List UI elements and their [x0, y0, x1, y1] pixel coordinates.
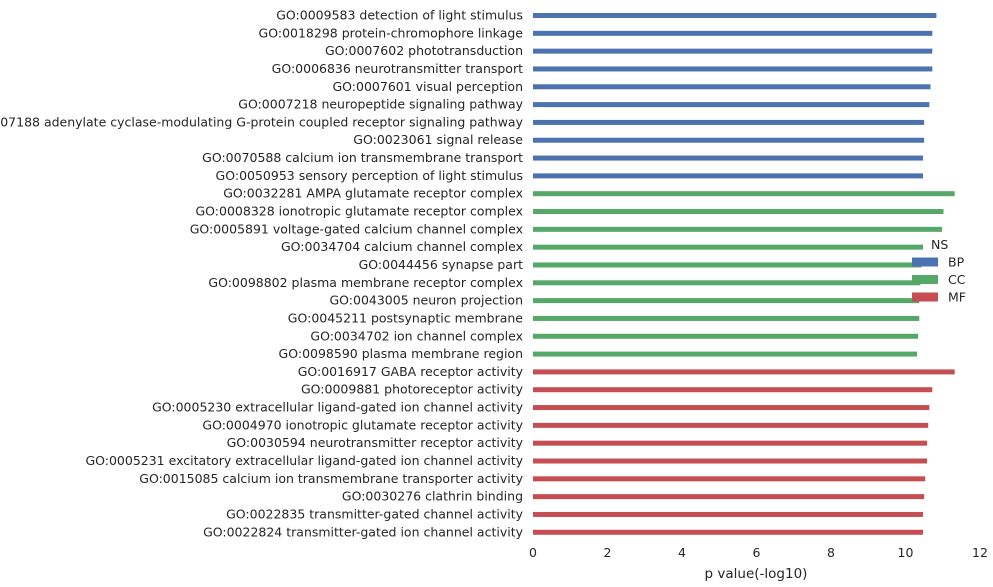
category-label: GO:0034702 ion channel complex: [310, 328, 523, 343]
bar-mf: [533, 529, 924, 535]
bar-bp: [533, 102, 930, 108]
category-labels: GO:0009583 detection of light stimulus GO…: [0, 8, 524, 540]
bar-cc: [533, 351, 918, 357]
category-label: GO:0022835 transmitter-gated channel act…: [226, 506, 523, 521]
legend-label-cc: CC: [948, 272, 966, 287]
bar-mf: [533, 511, 924, 517]
category-label: GO:0005891 voltage-gated calcium channel…: [190, 221, 523, 236]
bar-cc: [533, 315, 920, 321]
bar-bp: [533, 84, 931, 90]
bar-cc: [533, 244, 924, 250]
category-label: GO:0009881 photoreceptor activity: [301, 382, 524, 397]
legend-swatch-bp: [912, 257, 938, 267]
legend-label-bp: BP: [948, 255, 965, 270]
legend: NS BP CC MF: [912, 237, 966, 305]
bar-bp: [533, 155, 924, 161]
category-label: GO:0006836 neurotransmitter transport: [272, 61, 523, 76]
category-label: GO:0005231 excitatory extracellular liga…: [85, 453, 523, 468]
category-label: GO:0070588 calcium ion transmembrane tra…: [202, 150, 523, 165]
bar-mf: [533, 476, 926, 482]
category-label: GO:0015085 calcium ion transmembrane tra…: [139, 471, 523, 486]
bar-mf: [533, 369, 955, 375]
bar-cc: [533, 226, 943, 232]
x-axis-ticks: 0 2 4 6 8 10 12: [529, 545, 988, 560]
legend-swatch-mf: [912, 292, 938, 302]
category-label: GO:0044456 synapse part: [359, 257, 523, 272]
category-label: GO:0018298 protein-chromophore linkage: [259, 25, 524, 40]
x-tick-label: 12: [972, 545, 988, 560]
x-tick-label: 8: [827, 545, 835, 560]
bar-cc: [533, 333, 919, 339]
bar-cc: [533, 209, 944, 215]
bar-bp: [533, 13, 937, 18]
bar-mf: [533, 387, 933, 393]
category-label: GO:0023061 signal release: [353, 132, 523, 147]
category-label: GO:0007218 neuropeptide signaling pathwa…: [238, 97, 523, 112]
bar-bp: [533, 66, 933, 72]
category-label: GO:0030594 neurotransmitter receptor act…: [227, 435, 524, 450]
bar-mf: [533, 405, 930, 411]
bar-mf: [533, 494, 925, 500]
category-label: GO:0032281 AMPA glutamate receptor compl…: [223, 186, 523, 201]
category-label: GO:0016917 GABA receptor activity: [298, 364, 524, 379]
x-tick-label: 0: [529, 545, 537, 560]
category-label: GO:0045211 postsynaptic membrane: [288, 310, 524, 325]
category-label: GO:0022824 transmitter-gated ion channel…: [203, 524, 524, 539]
bar-bp: [533, 173, 924, 179]
category-label: GO:0009583 detection of light stimulus: [276, 8, 523, 23]
x-tick-label: 6: [753, 545, 761, 560]
bar-mf: [533, 440, 928, 446]
bar-bp: [533, 30, 933, 36]
bar-mf: [533, 458, 928, 464]
bar-cc: [533, 191, 955, 197]
bar-bp: [533, 137, 925, 143]
category-label: GO:0007188 adenylate cyclase-modulating …: [0, 114, 524, 129]
category-label: GO:0043005 neuron projection: [329, 293, 523, 308]
category-label: GO:0098590 plasma membrane region: [279, 346, 523, 361]
bar-cc: [533, 262, 922, 268]
bar-bp: [533, 48, 933, 54]
category-label: GO:0098802 plasma membrane receptor comp…: [208, 275, 523, 290]
category-label: GO:0030276 clathrin binding: [342, 489, 523, 504]
category-label: GO:0008328 ionotropic glutamate receptor…: [196, 204, 524, 219]
bar-mf: [533, 422, 929, 428]
category-label: GO:0034704 calcium channel complex: [281, 239, 523, 254]
category-label: GO:0050953 sensory perception of light s…: [216, 168, 523, 183]
x-tick-label: 2: [604, 545, 612, 560]
x-tick-label: 4: [678, 545, 686, 560]
legend-entries: BP CC MF: [912, 255, 966, 305]
category-label: GO:0007602 phototransduction: [325, 43, 523, 58]
bar-bp: [533, 119, 925, 125]
bar-group: [533, 13, 955, 535]
category-label: GO:0007601 visual perception: [332, 79, 523, 94]
legend-title: NS: [931, 237, 948, 252]
category-label: GO:0005230 extracellular ligand-gated io…: [152, 400, 524, 415]
bar-cc: [533, 280, 921, 286]
x-tick-label: 10: [898, 545, 914, 560]
x-axis-label: p value(-log10): [705, 566, 808, 582]
legend-swatch-cc: [912, 275, 938, 284]
category-label: GO:0004970 ionotropic glutamate receptor…: [202, 417, 523, 432]
legend-label-mf: MF: [948, 290, 966, 305]
bar-cc: [533, 298, 920, 304]
